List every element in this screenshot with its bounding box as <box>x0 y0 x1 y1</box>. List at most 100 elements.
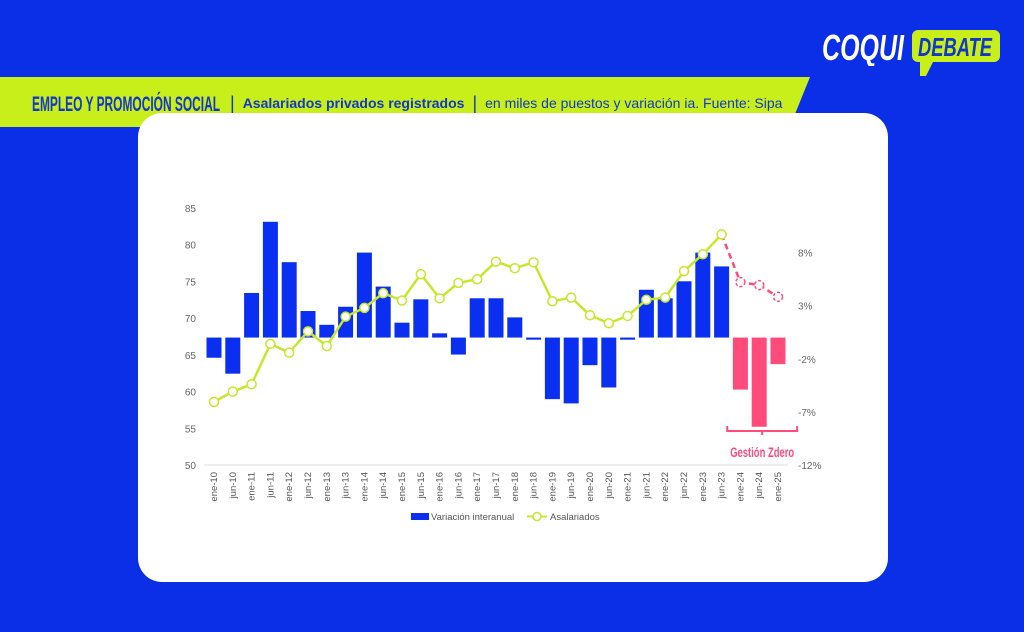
x-tick-label: jun-17 <box>491 472 502 499</box>
line-point <box>772 291 784 303</box>
line-point <box>735 276 746 288</box>
line-series <box>213 233 723 403</box>
chart-detail: en miles de puestos y variación ia. Fuen… <box>485 95 783 111</box>
x-tick-label: jun-15 <box>416 472 427 499</box>
right-tick-label: -2% <box>798 355 816 366</box>
bar <box>695 252 711 338</box>
bar <box>732 337 748 390</box>
line-point <box>246 378 257 390</box>
separator: | <box>230 92 235 113</box>
x-tick-label: ene-24 <box>735 472 746 502</box>
bar <box>488 298 504 338</box>
logo-part2-box: DEBATE <box>912 30 1000 76</box>
bar <box>319 324 335 338</box>
x-tick-label: ene-17 <box>472 472 483 502</box>
line-point <box>641 294 652 306</box>
legend-line-marker <box>532 511 542 522</box>
logo-part2-svg: DEBATE <box>918 32 992 60</box>
x-tick-label: jun-19 <box>566 472 577 499</box>
line-point <box>415 268 427 280</box>
x-tick-label: ene-23 <box>698 472 709 502</box>
left-tick-label: 75 <box>185 277 197 288</box>
logo-part1-svg: COQUI <box>822 27 905 66</box>
separator: | <box>472 92 478 113</box>
bar <box>338 306 354 338</box>
line-point <box>716 229 727 240</box>
line-point <box>321 340 333 352</box>
logo: COQUI DEBATE <box>822 26 1000 76</box>
line-point <box>547 296 558 307</box>
x-tick-label: ene-15 <box>397 472 408 502</box>
line-point <box>434 293 445 304</box>
line-point <box>622 310 633 322</box>
section-title-svg: EMPLEO Y PROMOCIÓN SOCIAL <box>32 92 220 116</box>
line-point <box>528 257 539 268</box>
line-point <box>697 249 709 260</box>
bar <box>244 292 260 338</box>
right-tick-label: 8% <box>798 249 813 260</box>
bar <box>620 337 636 340</box>
line-point <box>377 287 389 299</box>
bar <box>225 337 241 374</box>
bar <box>751 337 767 427</box>
x-tick-label: ene-18 <box>510 472 521 502</box>
line-series-highlight <box>720 233 779 298</box>
highlight-bracket <box>726 426 799 435</box>
x-tick-label: ene-19 <box>547 472 558 502</box>
left-tick-label: 80 <box>185 241 197 252</box>
chart-subtitle: Asalariados privados registrados <box>242 95 465 111</box>
left-tick-label: 65 <box>185 351 197 362</box>
x-tick-label: ene-25 <box>773 472 784 502</box>
line-point <box>302 326 314 337</box>
x-tick-label: ene-20 <box>585 472 596 502</box>
bar <box>544 337 560 400</box>
logo-part2: DEBATE <box>918 32 992 60</box>
x-tick-label: jun-24 <box>754 472 765 499</box>
x-tick-label: jun-22 <box>679 472 690 499</box>
x-tick-label: ene-14 <box>359 472 370 502</box>
x-tick-label: ene-16 <box>435 472 446 502</box>
bar <box>394 322 410 338</box>
x-tick-label: jun-21 <box>641 472 652 499</box>
right-tick-label: -12% <box>798 461 821 472</box>
line-point <box>753 279 765 291</box>
bar <box>714 266 730 338</box>
bar <box>469 298 485 338</box>
line-point <box>453 277 464 289</box>
bar <box>206 337 222 358</box>
x-tick-label: jun-10 <box>228 472 239 499</box>
bar <box>601 337 617 388</box>
logo-part1: COQUI <box>822 27 905 66</box>
bar <box>375 286 391 338</box>
line-point <box>584 309 596 321</box>
line-point <box>396 295 408 306</box>
line-point <box>471 273 483 285</box>
line-point <box>659 292 671 303</box>
line-point <box>678 265 690 277</box>
bar <box>507 317 523 338</box>
x-tick-label: jun-16 <box>453 472 464 499</box>
x-tick-label: ene-13 <box>322 472 333 502</box>
left-tick-label: 85 <box>185 204 197 215</box>
bar <box>582 337 598 366</box>
x-tick-label: jun-11 <box>265 472 276 499</box>
x-tick-label: jun-14 <box>378 472 389 499</box>
x-tick-label: ene-10 <box>209 472 220 502</box>
bar <box>356 252 372 338</box>
x-tick-label: jun-13 <box>341 472 352 499</box>
bar <box>563 337 579 404</box>
bar <box>281 262 297 338</box>
right-tick-label: 3% <box>798 302 813 313</box>
x-tick-label: ene-12 <box>284 472 295 502</box>
bar <box>413 299 429 338</box>
bar <box>770 337 786 365</box>
line-point <box>227 386 239 397</box>
legend-bar-swatch <box>411 513 429 520</box>
line-point <box>490 256 502 267</box>
left-tick-label: 50 <box>185 461 197 472</box>
line-point <box>283 347 295 358</box>
line-point <box>603 318 615 329</box>
x-tick-label: jun-20 <box>604 472 615 499</box>
x-tick-label: jun-23 <box>717 472 728 499</box>
